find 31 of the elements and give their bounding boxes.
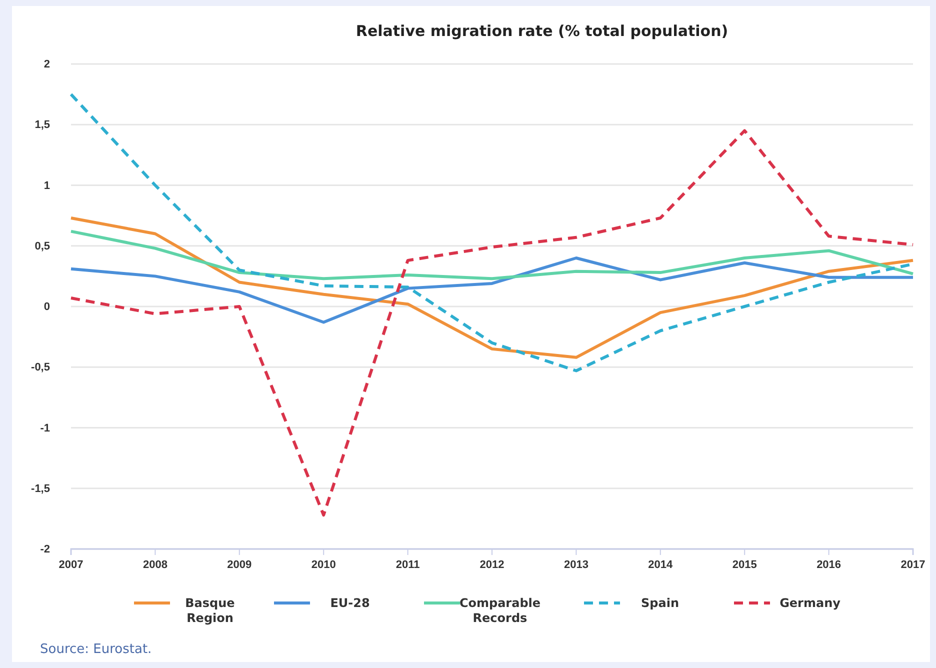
x-tick-label: 2015 <box>732 558 757 571</box>
y-tick-label: 1 <box>44 180 50 192</box>
legend-label: Germany <box>780 596 841 610</box>
x-tick-label: 2007 <box>58 558 84 571</box>
line-series <box>70 230 914 280</box>
y-tick-label: -2 <box>40 544 50 556</box>
x-tick-label: 2016 <box>816 558 842 571</box>
legend-label: Spain <box>641 596 679 610</box>
y-tick-label: -1,5 <box>31 482 50 495</box>
x-tick-label: 2012 <box>480 558 504 571</box>
line-series <box>70 129 914 517</box>
source-note: Source: Eurostat. <box>40 642 152 657</box>
y-tick-label: -1 <box>40 422 50 434</box>
y-tick-label: 2 <box>44 58 50 71</box>
x-tick-label: 2017 <box>900 558 926 571</box>
line-series <box>70 216 914 359</box>
x-tick-label: 2011 <box>396 558 420 571</box>
x-tick-label: 2010 <box>311 558 336 571</box>
legend-label: EU-28 <box>330 596 370 610</box>
y-tick-label: 0,5 <box>34 240 50 252</box>
y-tick-label: -0,5 <box>31 362 50 374</box>
x-tick-label: 2009 <box>227 558 252 571</box>
line-series <box>70 256 914 324</box>
x-tick-label: 2014 <box>648 558 674 571</box>
chart-title: Relative migration rate (% total population) <box>356 22 728 40</box>
y-tick-label: 0 <box>44 301 50 314</box>
x-tick-label: 2008 <box>142 558 168 571</box>
x-tick-label: 2013 <box>564 558 588 571</box>
y-tick-label: 1,5 <box>34 119 50 132</box>
legend-label: Comparable Records <box>459 596 541 625</box>
legend-label: Basque Region <box>185 596 235 625</box>
